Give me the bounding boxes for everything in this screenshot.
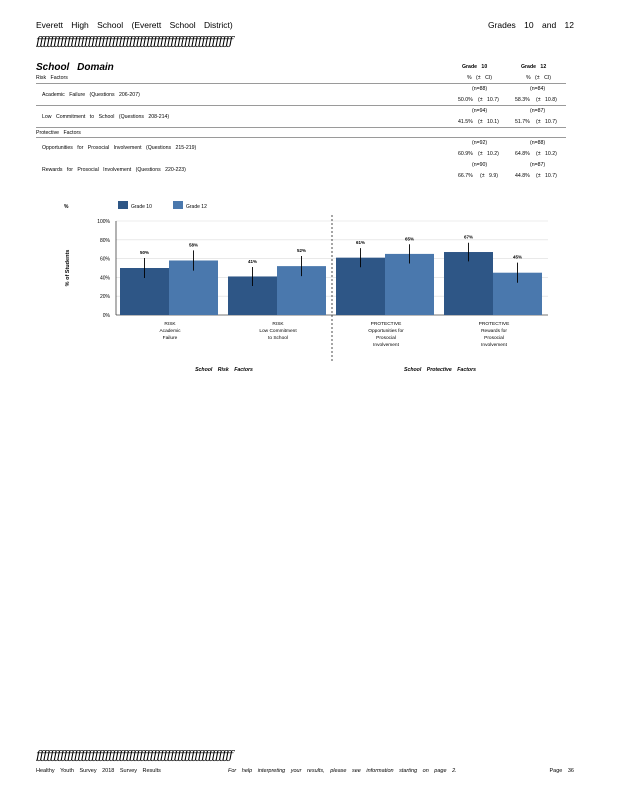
legend-swatch (118, 201, 128, 209)
row4-v12: 44.8% (515, 173, 530, 179)
table-divider (36, 83, 566, 84)
row2-n12: (n=87) (530, 108, 546, 114)
risk-factors-label: Risk Factors (36, 75, 68, 81)
row2-ci10: (± 10.1) (478, 119, 499, 125)
row1-ci12: (± 10.8) (536, 97, 557, 103)
domain-title: School Domain (36, 62, 114, 73)
category-label: Rewards for (481, 328, 507, 334)
row-divider (36, 127, 566, 128)
row2-label: Low Commitment to School (Questions 208-… (42, 114, 170, 120)
row4-label: Rewards for Prosocial Involvement (Quest… (42, 167, 186, 173)
bar (385, 253, 434, 315)
category-label: RISK (272, 321, 284, 327)
header-rule: ƒƒƒƒƒƒƒƒƒƒƒƒƒƒƒƒƒƒƒƒƒƒƒƒƒƒƒƒƒƒƒƒƒƒƒƒƒƒƒƒ… (36, 34, 233, 48)
row2-v10: 41.5% (458, 119, 473, 125)
col-ci-10: % (± CI) (467, 75, 492, 81)
bar-value-label: 61% (356, 240, 365, 245)
row1-v12: 58.3% (515, 97, 530, 103)
category-label: Prosocial (484, 335, 504, 341)
bar-value-label: 65% (405, 236, 414, 241)
row1-label: Academic Failure (Questions 206-207) (42, 92, 140, 98)
bar-value-label: 45% (513, 255, 522, 260)
row3-n10: (n=92) (472, 140, 488, 146)
protective-factors-label: Protective Factors (36, 130, 81, 136)
row2-v12: 51.7% (515, 119, 530, 125)
y-tick-label: 20% (100, 294, 111, 300)
y-tick-label: 60% (100, 257, 111, 263)
legend-swatch (173, 201, 183, 209)
bar (444, 252, 493, 315)
row4-n12: (n=87) (530, 162, 546, 168)
legend-label: Grade 12 (186, 204, 207, 210)
row1-n12: (n=84) (530, 86, 546, 92)
row1-n10: (n=88) (472, 86, 488, 92)
row4-v10: 66.7% (458, 173, 473, 179)
row2-ci12: (± 10.7) (536, 119, 557, 125)
y-axis-label: % of Students (65, 250, 71, 287)
category-label: Low Commitment (259, 328, 297, 334)
col-grade10: Grade 10 (462, 64, 488, 70)
row4-ci10: (± 9.9) (480, 173, 498, 179)
bar-chart: % Grade 10 Grade 12 % of Students 0% 20% 40% 6… (64, 201, 548, 373)
row1-ci10: (± 10.7) (478, 97, 499, 103)
category-label: RISK (164, 321, 176, 327)
group-label-protective: School Protective Factors (404, 367, 476, 373)
col-ci-12: % (± CI) (526, 75, 551, 81)
y-tick-label: 40% (100, 275, 111, 281)
footer-help: For help interpreting your results, plea… (228, 768, 457, 774)
category-label: PROTECTIVE (371, 321, 402, 327)
y-tick-label: 0% (103, 313, 111, 319)
col-grade12: Grade 12 (521, 64, 547, 70)
footer-survey: Healthy Youth Survey 2018 Survey Results (36, 768, 161, 774)
row2-n10: (n=94) (472, 108, 488, 114)
row3-v10: 60.9% (458, 151, 473, 157)
footer-rule: ƒƒƒƒƒƒƒƒƒƒƒƒƒƒƒƒƒƒƒƒƒƒƒƒƒƒƒƒƒƒƒƒƒƒƒƒƒƒƒƒ… (36, 748, 233, 762)
row3-n12: (n=88) (530, 140, 546, 146)
row4-n10: (n=90) (472, 162, 488, 168)
category-label: Involvement (373, 342, 400, 348)
row3-ci10: (± 10.2) (478, 151, 499, 157)
school-title: Everett High School (Everett School Dist… (36, 20, 233, 30)
bar-value-label: 67% (464, 235, 473, 240)
category-label: Involvement (481, 342, 508, 348)
y-tick-label: 80% (100, 238, 111, 244)
category-label: Opportunities for (368, 328, 404, 334)
chart-legend: % Grade 10 Grade 12 (64, 201, 207, 210)
row-divider (36, 105, 566, 106)
legend-percent-mark: % (64, 204, 69, 210)
grades-label: Grades 10 and 12 (487, 20, 574, 30)
y-tick-label: 100% (97, 219, 110, 225)
bar-value-label: 52% (297, 248, 306, 253)
category-label: to School (268, 335, 288, 341)
row1-v10: 50.0% (458, 97, 473, 103)
category-label: Failure (163, 335, 178, 341)
row3-ci12: (± 10.2) (536, 151, 557, 157)
table-divider (36, 137, 566, 138)
group-label-risk: School Risk Factors (195, 367, 253, 373)
bar-value-label: 58% (189, 242, 198, 247)
page-number: Page 36 (549, 768, 575, 774)
row3-label: Opportunities for Prosocial Involvement … (42, 145, 197, 151)
category-label: PROTECTIVE (479, 321, 510, 327)
category-label: Academic (159, 328, 181, 334)
chart-bars: 50% 58% 41% 52% 61% 65% 67% 45% (120, 235, 542, 315)
row3-v12: 64.8% (515, 151, 530, 157)
legend-label: Grade 10 (131, 204, 152, 210)
bar-value-label: 50% (140, 250, 149, 255)
bar-value-label: 41% (248, 259, 257, 264)
row4-ci12: (± 10.7) (536, 173, 557, 179)
category-label: Prosocial (376, 335, 396, 341)
